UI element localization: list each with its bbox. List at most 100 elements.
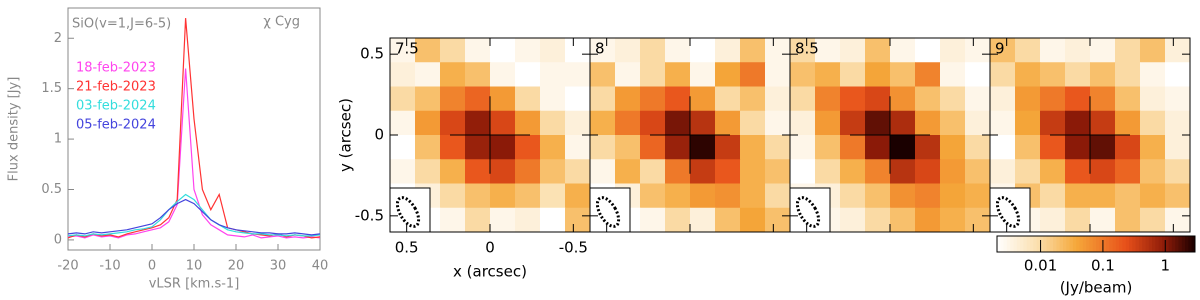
- map-pixel: [740, 207, 766, 233]
- colorbar-swatch: [1056, 236, 1061, 252]
- map-pixel: [565, 207, 591, 233]
- map-pixel: [815, 38, 841, 63]
- map-pixel: [1090, 110, 1116, 136]
- map-pixel: [1165, 159, 1191, 184]
- spectrum-plot: SiO(v=1,J=6-5) χ Cyg vLSR [km.s-1] Flux …: [7, 7, 328, 292]
- map-pixel: [465, 207, 491, 233]
- map-pixel: [790, 135, 816, 160]
- map-pixel: [1015, 159, 1041, 184]
- beam: [995, 196, 1021, 228]
- y-tick-label: 1: [54, 132, 62, 147]
- map-pixel: [1165, 86, 1191, 112]
- map-pixel: [1140, 207, 1166, 233]
- colorbar-swatch: [1033, 236, 1038, 252]
- colorbar-swatch: [1165, 236, 1170, 252]
- map-pixel: [415, 62, 441, 87]
- map-pixel: [440, 207, 466, 233]
- map-pixel: [415, 159, 441, 184]
- map-pixel: [815, 159, 841, 184]
- map-pixel: [840, 183, 866, 209]
- colorbar-swatch: [1086, 236, 1090, 252]
- colorbar-swatch: [1181, 236, 1186, 252]
- map-pixel: [640, 62, 666, 87]
- map-pixel: [715, 207, 741, 233]
- map-pixel: [840, 135, 866, 160]
- map-pixel: [465, 86, 491, 112]
- map-pixel: [865, 110, 891, 136]
- map-pixel: [1115, 86, 1141, 112]
- channel-maps: x (arcsec) y (arcsec) (Jy/beam) 7.5 0.5 0 -…: [337, 37, 1196, 297]
- map-pixel: [1165, 183, 1191, 209]
- map-pixel: [765, 38, 791, 63]
- map-pixel: [415, 135, 441, 160]
- map-pixel: [965, 110, 991, 136]
- map-pixel: [440, 38, 466, 63]
- map-pixel: [515, 207, 541, 233]
- colorbar-swatch: [1171, 236, 1176, 252]
- map-pixel: [1090, 86, 1116, 112]
- map-pixel: [890, 207, 916, 233]
- colorbar-swatch: [1049, 236, 1054, 252]
- map-pixel: [840, 86, 866, 112]
- spectrum-line: [67, 68, 321, 239]
- x-tick-label: 0: [485, 239, 495, 257]
- map-pixel: [540, 135, 566, 160]
- map-pixel: [1090, 159, 1116, 184]
- map-pixel: [690, 86, 716, 112]
- map-pixel: [515, 86, 541, 112]
- map-pixel: [890, 110, 916, 136]
- map-pixel: [565, 38, 591, 63]
- colorbar-swatch: [1188, 236, 1193, 252]
- map-pixel: [1165, 207, 1191, 233]
- map-pixel: [890, 159, 916, 184]
- map-pixel: [915, 207, 941, 233]
- map-pixel: [840, 159, 866, 184]
- map-pixel: [1115, 207, 1141, 233]
- map-pixel: [915, 62, 941, 87]
- spectrum-line: [67, 198, 321, 236]
- map-pixel: [965, 159, 991, 184]
- map-pixel: [565, 183, 591, 209]
- map-pixel: [740, 62, 766, 87]
- map-pixel: [640, 183, 666, 209]
- map-pixel: [840, 110, 866, 136]
- map-pixel: [1015, 62, 1041, 87]
- map-pixel: [465, 159, 491, 184]
- map-pixel: [640, 207, 666, 233]
- map-pixel: [1015, 86, 1041, 112]
- map-pixel: [1115, 135, 1141, 160]
- map-pixel: [690, 183, 716, 209]
- map-pixel: [390, 62, 416, 87]
- map-pixel: [1065, 207, 1091, 233]
- map-pixel: [615, 86, 641, 112]
- map-pixel: [665, 159, 691, 184]
- map-pixel: [1140, 110, 1166, 136]
- colorbar-swatch: [1132, 236, 1137, 252]
- map-pixel: [465, 183, 491, 209]
- map-pixel: [590, 62, 616, 87]
- map-pixel: [565, 86, 591, 112]
- map-pixel: [865, 183, 891, 209]
- map-pixel: [990, 38, 1016, 63]
- map-pixel: [765, 110, 791, 136]
- colorbar-tick-label: 0.01: [1024, 257, 1057, 275]
- x-axis-label: x (arcsec): [453, 263, 527, 281]
- map-pixel: [540, 110, 566, 136]
- map-pixel: [1040, 135, 1066, 160]
- y-tick-label: 0.5: [360, 45, 384, 63]
- map-pixel: [915, 86, 941, 112]
- colorbar-swatch: [1158, 236, 1163, 252]
- map-pixel: [790, 110, 816, 136]
- map-pixel: [865, 135, 891, 160]
- colorbar-swatch: [1096, 236, 1100, 252]
- map-pixel: [890, 62, 916, 87]
- map-pixel: [715, 38, 741, 63]
- map-pixel: [440, 183, 466, 209]
- map-pixel: [915, 183, 941, 209]
- colorbar-swatch: [1043, 236, 1047, 252]
- map-pixel: [1065, 110, 1091, 136]
- colorbar-swatch: [1066, 236, 1071, 252]
- map-pixel: [590, 110, 616, 136]
- map-pixel: [1165, 38, 1191, 63]
